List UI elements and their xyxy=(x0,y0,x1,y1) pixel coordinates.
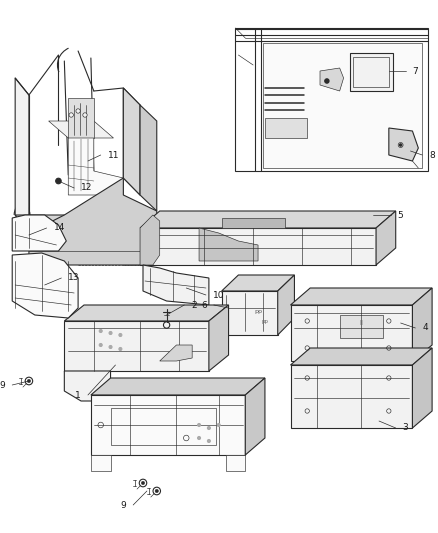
Polygon shape xyxy=(350,53,393,91)
Text: II: II xyxy=(359,320,363,326)
Polygon shape xyxy=(91,378,265,395)
Circle shape xyxy=(119,348,122,351)
Text: 1: 1 xyxy=(75,391,81,400)
Circle shape xyxy=(27,379,31,383)
Text: 4: 4 xyxy=(422,324,428,333)
Circle shape xyxy=(325,79,329,83)
Polygon shape xyxy=(222,275,294,291)
Polygon shape xyxy=(91,395,245,455)
Polygon shape xyxy=(64,321,209,371)
Circle shape xyxy=(217,424,220,426)
Polygon shape xyxy=(64,371,110,401)
Polygon shape xyxy=(209,305,229,371)
Polygon shape xyxy=(68,98,94,138)
Polygon shape xyxy=(265,118,307,138)
Circle shape xyxy=(198,424,201,426)
Polygon shape xyxy=(29,178,157,265)
Text: 9: 9 xyxy=(120,500,126,510)
Polygon shape xyxy=(263,43,422,168)
Polygon shape xyxy=(222,218,285,228)
Text: 10: 10 xyxy=(213,290,224,300)
Polygon shape xyxy=(290,348,432,365)
Text: pp: pp xyxy=(261,319,268,324)
Polygon shape xyxy=(140,228,376,265)
Polygon shape xyxy=(199,228,258,261)
Polygon shape xyxy=(124,88,140,195)
Circle shape xyxy=(141,481,145,484)
Polygon shape xyxy=(15,78,29,233)
Polygon shape xyxy=(140,215,160,265)
Polygon shape xyxy=(290,365,413,428)
Text: 7: 7 xyxy=(413,67,418,76)
Text: 2: 2 xyxy=(191,301,197,310)
Polygon shape xyxy=(140,211,396,228)
Circle shape xyxy=(399,144,402,146)
Polygon shape xyxy=(245,378,265,455)
Circle shape xyxy=(69,113,74,117)
Text: 8: 8 xyxy=(429,150,435,159)
Circle shape xyxy=(208,426,210,430)
Text: 12: 12 xyxy=(81,183,92,192)
Text: 9: 9 xyxy=(0,381,5,390)
Text: 13: 13 xyxy=(68,273,80,282)
Polygon shape xyxy=(339,315,383,338)
Polygon shape xyxy=(124,88,140,195)
Text: 5: 5 xyxy=(398,211,403,220)
Polygon shape xyxy=(413,288,432,361)
Polygon shape xyxy=(160,345,192,361)
Polygon shape xyxy=(376,211,396,265)
Circle shape xyxy=(198,437,201,440)
Text: 14: 14 xyxy=(53,223,65,232)
Text: 3: 3 xyxy=(403,424,408,432)
Circle shape xyxy=(76,109,80,113)
Circle shape xyxy=(119,334,122,336)
Polygon shape xyxy=(15,215,78,233)
Circle shape xyxy=(99,343,102,346)
Circle shape xyxy=(109,345,112,349)
Polygon shape xyxy=(413,348,432,428)
Polygon shape xyxy=(143,265,209,305)
Polygon shape xyxy=(68,138,124,195)
Polygon shape xyxy=(91,455,110,471)
Circle shape xyxy=(99,329,102,333)
Polygon shape xyxy=(278,275,294,335)
Polygon shape xyxy=(12,253,78,318)
Polygon shape xyxy=(64,305,229,321)
Circle shape xyxy=(83,113,87,117)
Polygon shape xyxy=(226,455,245,471)
Circle shape xyxy=(155,489,159,492)
Circle shape xyxy=(109,332,112,335)
Polygon shape xyxy=(290,305,413,361)
Circle shape xyxy=(56,178,61,184)
Circle shape xyxy=(208,440,210,442)
Polygon shape xyxy=(389,128,418,161)
Polygon shape xyxy=(12,215,66,251)
Text: pp: pp xyxy=(254,309,262,313)
Polygon shape xyxy=(140,105,157,211)
Text: 6: 6 xyxy=(201,301,207,310)
Polygon shape xyxy=(320,68,343,91)
Text: 11: 11 xyxy=(108,150,119,159)
Polygon shape xyxy=(290,288,432,305)
Polygon shape xyxy=(222,291,278,335)
Polygon shape xyxy=(49,121,113,138)
